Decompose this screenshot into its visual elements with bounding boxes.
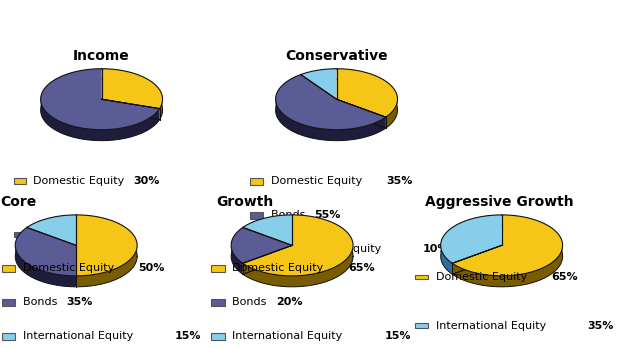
Polygon shape [243,245,353,287]
Text: Bonds: Bonds [32,229,70,239]
Polygon shape [452,245,563,287]
Polygon shape [102,69,163,109]
Text: Aggressive Growth: Aggressive Growth [425,195,574,209]
Bar [2,333,15,340]
Text: International Equity: International Equity [232,331,346,341]
Text: 10%: 10% [422,244,449,254]
Polygon shape [76,215,137,276]
Polygon shape [231,245,243,274]
Text: 35%: 35% [587,321,614,331]
Title: Conservative: Conservative [285,49,388,63]
Bar [211,299,225,306]
Bar [211,265,225,271]
Bar [415,323,428,328]
Polygon shape [276,74,386,130]
Bar [250,178,263,184]
Bar [415,275,428,279]
Text: 15%: 15% [384,331,411,341]
Text: Bonds: Bonds [232,297,271,307]
Polygon shape [337,69,398,117]
Text: International Equity: International Equity [23,331,137,341]
Polygon shape [276,99,386,141]
Text: 20%: 20% [276,297,302,307]
Text: 35%: 35% [386,176,413,186]
Polygon shape [27,215,76,245]
Polygon shape [452,215,563,276]
Text: Domestic Equity: Domestic Equity [32,176,127,186]
Text: 55%: 55% [314,210,340,220]
Text: International Equity: International Equity [271,244,384,254]
Text: 15%: 15% [175,331,201,341]
Polygon shape [15,228,76,276]
Polygon shape [231,228,292,263]
Text: 65%: 65% [551,272,578,282]
Text: Bonds: Bonds [271,210,309,220]
Text: Domestic Equity: Domestic Equity [23,263,117,273]
Bar [2,299,15,306]
Text: 65%: 65% [348,263,375,273]
Polygon shape [76,245,137,287]
Bar [2,265,15,271]
Polygon shape [41,69,159,130]
Polygon shape [441,245,452,274]
Text: Domestic Equity: Domestic Equity [436,272,530,282]
Polygon shape [41,99,159,141]
Text: Domestic Equity: Domestic Equity [271,176,365,186]
Bar [250,246,263,253]
Polygon shape [243,215,292,245]
Text: Core: Core [0,195,36,209]
Polygon shape [441,215,502,263]
Text: Growth: Growth [216,195,273,209]
Text: 35%: 35% [66,297,93,307]
Text: 30%: 30% [133,176,159,186]
Bar [15,178,26,183]
Text: 70%: 70% [70,229,97,239]
Polygon shape [159,99,163,120]
Text: International Equity: International Equity [436,321,549,331]
Bar [211,333,225,340]
Bar [15,232,26,237]
Text: Bonds: Bonds [23,297,61,307]
Polygon shape [301,69,337,99]
Title: Income: Income [73,49,130,63]
Polygon shape [386,99,398,128]
Polygon shape [15,245,76,287]
Bar [250,212,263,219]
Polygon shape [243,215,353,276]
Text: 50%: 50% [138,263,165,273]
Text: Domestic Equity: Domestic Equity [232,263,327,273]
